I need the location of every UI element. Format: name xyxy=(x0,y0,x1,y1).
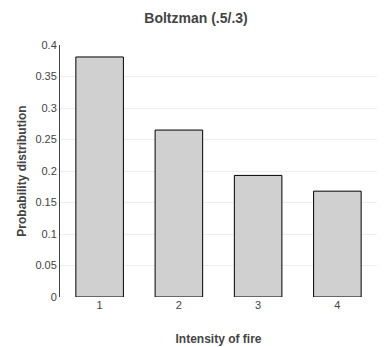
svg-text:0.1: 0.1 xyxy=(42,228,57,240)
svg-text:2: 2 xyxy=(176,299,182,311)
svg-text:3: 3 xyxy=(255,299,261,311)
svg-text:Intensity of fire: Intensity of fire xyxy=(175,332,261,346)
svg-text:Probability distribution: Probability distribution xyxy=(15,105,29,236)
svg-text:0.2: 0.2 xyxy=(42,165,57,177)
svg-text:4: 4 xyxy=(334,299,340,311)
svg-text:0.35: 0.35 xyxy=(35,70,56,82)
svg-text:0.05: 0.05 xyxy=(35,259,56,271)
svg-text:0.3: 0.3 xyxy=(42,102,57,114)
svg-text:0.4: 0.4 xyxy=(42,39,57,51)
svg-text:0.15: 0.15 xyxy=(35,196,56,208)
svg-text:1: 1 xyxy=(97,299,103,311)
svg-text:0: 0 xyxy=(51,291,57,303)
svg-text:Boltzman (.5/.3): Boltzman (.5/.3) xyxy=(144,10,247,26)
svg-text:0.25: 0.25 xyxy=(35,133,56,145)
